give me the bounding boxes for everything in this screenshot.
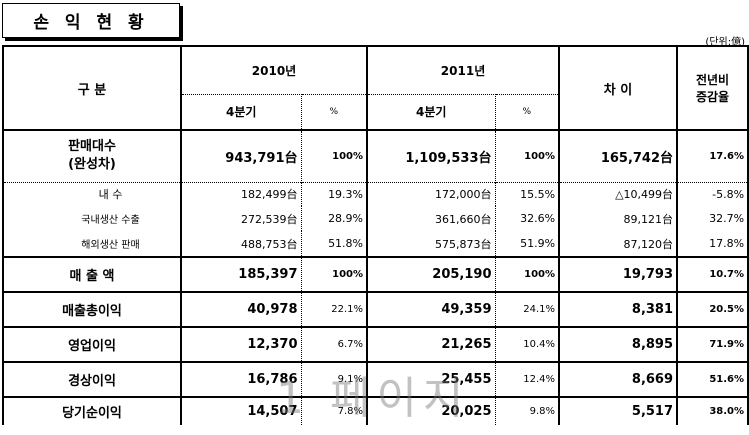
cell-diff: 5,517 — [559, 397, 679, 425]
page-title: 손 익 현 황 — [2, 3, 180, 38]
cell-2010-pct: 22.1% — [301, 292, 369, 328]
row-label-operating-profit: 영업이익 — [2, 327, 182, 363]
header-row-quarters: 4분기 % 4분기 % — [3, 93, 748, 131]
cell-2011-value: 172,000台 — [367, 181, 496, 206]
cell-2010-value: 16,786 — [181, 362, 302, 398]
header-row-years: 구 분 2010년 2011년 차 이 전년비 증감율 — [2, 45, 749, 131]
cell-rate: 32.7% — [677, 206, 749, 231]
cell-2010-pct: 28.9% — [301, 206, 369, 231]
header-yoy-line1: 전년비 — [695, 73, 730, 87]
header-yoy-line2: 증감율 — [695, 90, 730, 104]
cell-2011-value: 21,265 — [367, 327, 496, 363]
profit-loss-table: 구 분 2010년 2011년 차 이 전년비 증감율 4분기 % 4분기 % … — [2, 45, 749, 425]
row-label-export: 국내생산 수출 — [2, 206, 182, 231]
cell-diff: 89,121台 — [559, 206, 679, 231]
cell-2010-value: 182,499台 — [181, 181, 302, 206]
table-row-sales-units: 판매대수 (완성차) 943,791台 100% 1,109,533台 100%… — [2, 130, 749, 182]
cell-2011-pct: 24.1% — [495, 292, 561, 328]
header-2011: 2011년 — [367, 45, 561, 94]
cell-rate: 17.8% — [677, 231, 749, 258]
header-2010: 2010년 — [181, 45, 369, 94]
cell-2011-pct: 51.9% — [495, 231, 561, 258]
row-label-sales-units-1: 판매대수 — [68, 139, 116, 155]
cell-2011-pct: 9.8% — [495, 397, 561, 425]
cell-2010-value: 272,539台 — [181, 206, 302, 231]
table-row-net-profit: 당기순이익 14,507 7.8% 20,025 9.8% 5,517 38.0… — [2, 397, 749, 425]
cell-diff: 8,381 — [559, 292, 679, 328]
table-row-export: 국내생산 수출 272,539台 28.9% 361,660台 32.6% 89… — [2, 206, 749, 231]
table-row-operating-profit: 영업이익 12,370 6.7% 21,265 10.4% 8,895 71.9… — [2, 327, 749, 363]
cell-2011-value: 205,190 — [367, 257, 496, 293]
cell-2010-pct: 6.7% — [301, 327, 369, 363]
header-2010-q4: 4분기 — [181, 93, 302, 131]
header-diff: 차 이 — [559, 45, 679, 131]
cell-2011-pct: 10.4% — [495, 327, 561, 363]
table-row-ordinary-profit: 경상이익 16,786 9.1% 25,455 12.4% 8,669 51.6… — [2, 362, 749, 398]
cell-diff: 165,742台 — [559, 130, 679, 182]
cell-2010-pct: 9.1% — [301, 362, 369, 398]
row-label-overseas: 해외생산 판매 — [2, 231, 182, 258]
cell-2011-value: 575,873台 — [367, 231, 496, 258]
row-label-gross-profit: 매출총이익 — [2, 292, 182, 328]
cell-2010-pct: 19.3% — [301, 181, 369, 206]
cell-2011-value: 1,109,533台 — [367, 130, 496, 182]
cell-2011-value: 361,660台 — [367, 206, 496, 231]
row-label-sales-units-2: (완성차) — [68, 157, 116, 173]
cell-2011-pct: 15.5% — [495, 181, 561, 206]
cell-rate: 10.7% — [677, 257, 749, 293]
header-2011-q4: 4분기 — [367, 93, 496, 131]
cell-rate: 20.5% — [677, 292, 749, 328]
table-row-domestic: 내 수 182,499台 19.3% 172,000台 15.5% △10,49… — [2, 181, 749, 206]
cell-diff: 8,669 — [559, 362, 679, 398]
cell-2010-value: 14,507 — [181, 397, 302, 425]
cell-2010-pct: 51.8% — [301, 231, 369, 258]
row-label-revenue: 매 출 액 — [2, 257, 182, 293]
cell-2011-pct: 12.4% — [495, 362, 561, 398]
row-label-ordinary-profit: 경상이익 — [2, 362, 182, 398]
row-label-sales-units: 판매대수 (완성차) — [2, 130, 182, 182]
cell-2011-pct: 100% — [495, 257, 561, 293]
cell-2010-value: 185,397 — [181, 257, 302, 293]
cell-diff: 19,793 — [559, 257, 679, 293]
cell-rate: 71.9% — [677, 327, 749, 363]
cell-2010-value: 12,370 — [181, 327, 302, 363]
table-row-revenue: 매 출 액 185,397 100% 205,190 100% 19,793 1… — [2, 257, 749, 293]
cell-2010-pct: 100% — [301, 130, 369, 182]
table-row-overseas: 해외생산 판매 488,753台 51.8% 575,873台 51.9% 87… — [2, 231, 749, 258]
cell-diff: △10,499台 — [559, 181, 679, 206]
cell-rate: 17.6% — [677, 130, 749, 182]
cell-2010-pct: 100% — [301, 257, 369, 293]
cell-2010-value: 40,978 — [181, 292, 302, 328]
row-label-domestic: 내 수 — [2, 181, 182, 206]
cell-2011-value: 25,455 — [367, 362, 496, 398]
header-2010-pct: % — [301, 93, 369, 131]
table-row-gross-profit: 매출총이익 40,978 22.1% 49,359 24.1% 8,381 20… — [2, 292, 749, 328]
cell-2011-pct: 100% — [495, 130, 561, 182]
cell-2011-pct: 32.6% — [495, 206, 561, 231]
cell-rate: 38.0% — [677, 397, 749, 425]
cell-2010-value: 943,791台 — [181, 130, 302, 182]
row-label-net-profit: 당기순이익 — [2, 397, 182, 425]
header-yoy: 전년비 증감율 — [677, 45, 749, 131]
cell-diff: 8,895 — [559, 327, 679, 363]
cell-2010-pct: 7.8% — [301, 397, 369, 425]
header-category: 구 분 — [2, 45, 182, 131]
header-2011-pct: % — [495, 93, 561, 131]
cell-2011-value: 20,025 — [367, 397, 496, 425]
unit-label: (단위:億) — [705, 37, 745, 48]
cell-rate: -5.8% — [677, 181, 749, 206]
cell-diff: 87,120台 — [559, 231, 679, 258]
cell-rate: 51.6% — [677, 362, 749, 398]
cell-2011-value: 49,359 — [367, 292, 496, 328]
cell-2010-value: 488,753台 — [181, 231, 302, 258]
